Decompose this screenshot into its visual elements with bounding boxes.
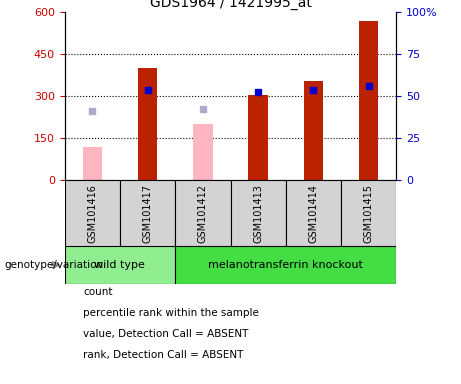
Bar bbox=[286, 180, 341, 246]
Bar bbox=[230, 180, 286, 246]
Text: wild type: wild type bbox=[95, 260, 145, 270]
Bar bbox=[304, 81, 323, 180]
Text: GSM101417: GSM101417 bbox=[142, 184, 153, 243]
Title: GDS1964 / 1421995_at: GDS1964 / 1421995_at bbox=[149, 0, 312, 10]
Bar bbox=[120, 180, 175, 246]
Bar bbox=[193, 124, 213, 180]
Text: melanotransferrin knockout: melanotransferrin knockout bbox=[208, 260, 363, 270]
Bar bbox=[138, 68, 157, 180]
Bar bbox=[83, 147, 102, 180]
Bar bbox=[175, 246, 396, 284]
Text: rank, Detection Call = ABSENT: rank, Detection Call = ABSENT bbox=[83, 350, 243, 360]
Text: GSM101415: GSM101415 bbox=[364, 184, 374, 243]
Text: GSM101414: GSM101414 bbox=[308, 184, 319, 243]
Bar bbox=[175, 180, 230, 246]
Text: value, Detection Call = ABSENT: value, Detection Call = ABSENT bbox=[83, 329, 248, 339]
Bar bbox=[65, 180, 120, 246]
Bar bbox=[359, 22, 378, 180]
Bar bbox=[65, 246, 175, 284]
Text: count: count bbox=[83, 287, 112, 297]
Text: GSM101413: GSM101413 bbox=[253, 184, 263, 243]
Text: genotype/variation: genotype/variation bbox=[5, 260, 104, 270]
Bar bbox=[248, 94, 268, 180]
Text: GSM101416: GSM101416 bbox=[87, 184, 97, 243]
Text: percentile rank within the sample: percentile rank within the sample bbox=[83, 308, 259, 318]
Text: GSM101412: GSM101412 bbox=[198, 184, 208, 243]
Bar bbox=[341, 180, 396, 246]
